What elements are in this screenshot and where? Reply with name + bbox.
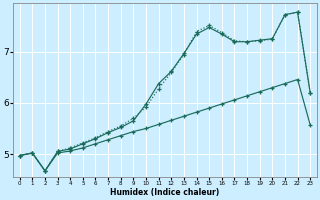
X-axis label: Humidex (Indice chaleur): Humidex (Indice chaleur) [110,188,220,197]
